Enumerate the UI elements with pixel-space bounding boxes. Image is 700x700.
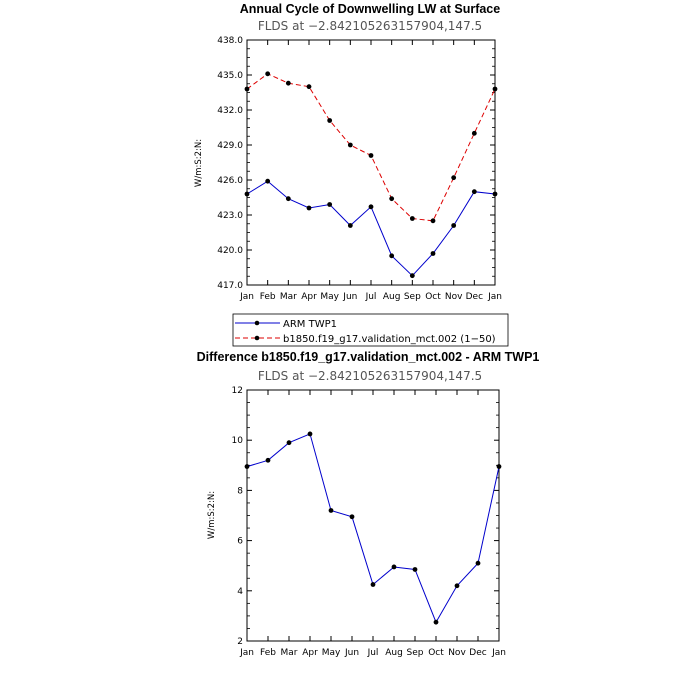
chart1-point-1 [430, 218, 436, 224]
chart1-ylabel: W/m:S:2:N: [194, 139, 204, 187]
legend-label-model: b1850.f19_g17.validation_mct.002 (1−50) [283, 334, 496, 345]
chart1-point-1 [389, 196, 395, 202]
chart2-xtick-label: Jul [367, 648, 379, 658]
chart1-point-1 [285, 80, 291, 86]
chart1-ytick-label: 432.0 [217, 106, 243, 116]
chart1-title: Annual Cycle of Downwelling LW at Surfac… [240, 2, 500, 16]
chart2-ytick-label: 8 [237, 486, 243, 496]
chart1-ytick-label: 423.0 [217, 211, 243, 221]
chart2-xtick-label: Apr [302, 648, 318, 658]
chart2-xtick-label: Nov [448, 648, 466, 658]
chart1-point-0 [451, 223, 457, 228]
chart1-point-0 [285, 196, 291, 202]
chart2-point-0 [391, 564, 397, 570]
chart2-point-0 [328, 508, 334, 513]
chart2-point-0 [475, 560, 481, 566]
chart2-ytick-label: 2 [237, 637, 243, 647]
chart1-subtitle: FLDS at −2.842105263157904,147.5 [258, 19, 482, 33]
chart2-xtick-label: Aug [385, 648, 403, 658]
chart1-point-1 [409, 216, 415, 221]
chart1-xtick-label: Nov [445, 292, 463, 302]
chart1-xtick-label: Dec [466, 292, 483, 302]
chart1-point-0 [471, 189, 477, 195]
chart1-point-1 [306, 84, 312, 90]
chart1-frame [246, 39, 496, 286]
chart2-ytick-label: 6 [237, 537, 243, 547]
legend-marker-arm [254, 320, 260, 326]
chart1-point-1 [347, 142, 353, 148]
chart1-point-1 [368, 153, 374, 158]
chart2-subtitle: FLDS at −2.842105263157904,147.5 [258, 369, 482, 383]
chart2-xtick-label: Jun [344, 648, 359, 658]
chart2-xtick-label: Oct [428, 648, 444, 658]
chart2-ylabel: W/m:S:2:N: [207, 491, 217, 539]
chart2-plot: 2 4 6 8 10 12 Jan Feb Mar Apr May Jun Jul Aug Sep Oct No… [232, 386, 506, 658]
chart2-xtick-label: Mar [281, 648, 298, 658]
chart1-point-0 [347, 223, 353, 228]
chart1-point-1 [244, 86, 250, 92]
chart1-point-0 [327, 202, 333, 207]
chart1-point-1 [471, 130, 477, 136]
chart1-point-0 [492, 191, 498, 197]
chart1-ytick-label: 420.0 [217, 246, 243, 256]
chart2-xtick-label: May [322, 648, 341, 658]
chart1-ytick-label: 429.0 [217, 141, 243, 151]
chart2-point-0 [307, 431, 313, 437]
chart1-point-0 [265, 178, 271, 184]
legend-marker-model [254, 335, 260, 341]
chart2-xtick-label: Dec [469, 648, 486, 658]
chart1-ytick-label: 435.0 [217, 71, 243, 81]
chart1-plot: 417.0 420.0 423.0 426.0 429.0 432.0 435.0 438.0… [217, 36, 502, 302]
chart1-xtick-label: Jul [365, 292, 377, 302]
chart1-xtick-label: Aug [383, 292, 401, 302]
chart1-point-0 [368, 204, 374, 210]
chart2-ytick-label: 12 [232, 386, 243, 396]
chart1-point-1 [327, 118, 333, 123]
legend-box [232, 313, 509, 347]
chart2-ytick-label: 10 [232, 436, 244, 446]
chart1-xtick-label: Mar [280, 292, 297, 302]
chart2-xtick-label: Jan [491, 648, 506, 658]
legend-label-arm: ARM TWP1 [283, 319, 337, 330]
chart1-point-0 [409, 273, 415, 279]
chart2-title: Difference b1850.f19_g17.validation_mct.… [197, 350, 540, 364]
chart1-xtick-label: Oct [425, 292, 441, 302]
chart1-xtick-label: Jan [239, 292, 254, 302]
chart1-point-1 [265, 71, 271, 77]
chart1-series-line-0 [246, 180, 496, 277]
chart1-xtick-label: Jan [487, 292, 502, 302]
chart2-point-0 [412, 567, 418, 572]
chart2-point-0 [286, 440, 292, 446]
chart1-point-0 [430, 251, 436, 256]
chart2-frame [246, 389, 500, 642]
chart2-xtick-label: Feb [260, 648, 276, 658]
chart2-xtick-label: Sep [407, 648, 424, 658]
chart1-point-0 [389, 253, 395, 259]
chart1-xtick-label: Sep [404, 292, 421, 302]
chart2-point-0 [370, 582, 376, 587]
chart2-ytick-label: 4 [237, 587, 243, 597]
chart2-series-line-0 [246, 433, 500, 624]
chart1-series-line-1 [246, 73, 496, 222]
chart1-xtick-label: May [320, 292, 339, 302]
chart1-point-1 [451, 175, 457, 181]
chart2-point-0 [244, 464, 250, 469]
chart1-xtick-label: Feb [260, 292, 276, 302]
chart1-point-1 [492, 86, 498, 92]
chart2-point-0 [433, 619, 439, 625]
chart1-point-0 [306, 205, 312, 211]
chart2-xtick-label: Jan [239, 648, 254, 658]
chart2-point-0 [349, 514, 355, 520]
chart1-ytick-label: 417.0 [217, 281, 243, 291]
chart1-xtick-label: Jun [342, 292, 357, 302]
legend: ARM TWP1 b1850.f19_g17.validation_mct.00… [232, 313, 509, 347]
chart2-point-0 [265, 457, 271, 463]
chart1-xtick-label: Apr [301, 292, 317, 302]
chart1-ytick-label: 426.0 [217, 176, 243, 186]
chart2-point-0 [454, 583, 460, 589]
chart2-point-0 [496, 464, 502, 469]
chart1-ytick-label: 438.0 [217, 36, 243, 46]
chart1-point-0 [244, 191, 250, 197]
